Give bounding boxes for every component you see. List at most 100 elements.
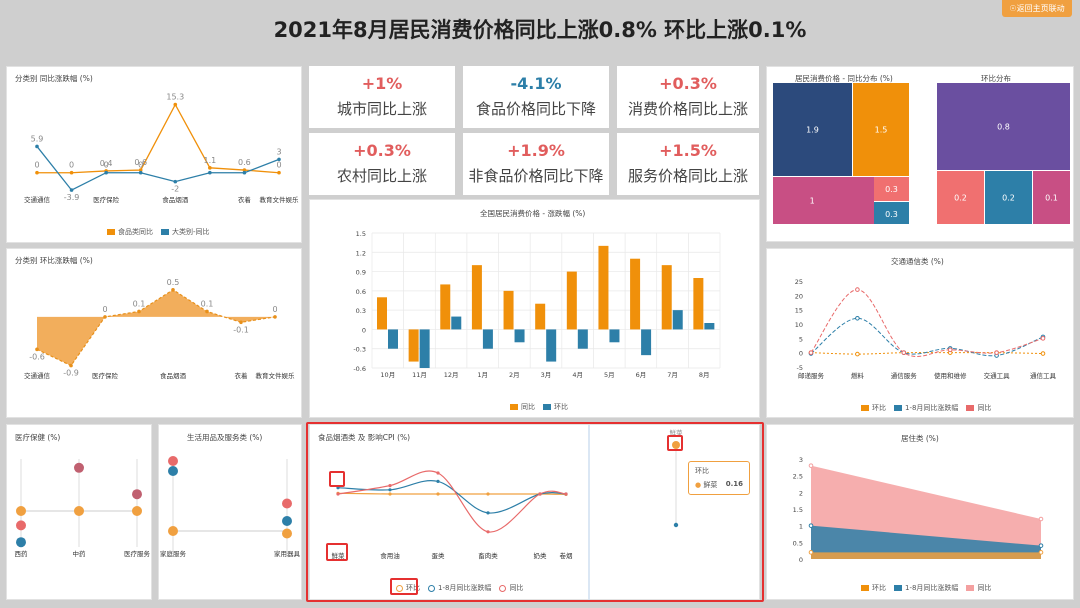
kpi-value: +1.5% (659, 141, 717, 160)
data-label: -2 (171, 185, 179, 194)
x-tick-label: 家庭服务 (160, 549, 187, 558)
y-tick-label: -0.3 (353, 346, 366, 354)
area-fill (811, 525, 1041, 559)
legend-item[interactable]: 环比 (861, 583, 886, 593)
page-title: 2021年8月居民消费价格同比上涨0.8% 环比上涨0.1% (273, 18, 807, 42)
data-point (486, 511, 490, 515)
treemap-cell (985, 171, 1032, 224)
data-point (947, 347, 953, 353)
legend-item[interactable]: 环比 (396, 583, 420, 593)
dot (16, 520, 26, 531)
series-line (36, 146, 280, 191)
series-line (337, 492, 567, 496)
data-point (388, 484, 392, 488)
treemap-label: 0.2 (1002, 194, 1015, 203)
x-tick-label: 食用油 (380, 551, 400, 560)
x-tick-label: 1月 (477, 371, 488, 379)
kpi-label: 消费价格同比上涨 (627, 100, 748, 118)
legend: 环比 1-8月同比涨跌幅 同比 (396, 583, 523, 593)
treemap-cell (874, 202, 909, 224)
x-tick-label: 通信服务 (891, 371, 918, 380)
legend-item[interactable]: 食品类同比 (107, 227, 153, 237)
kpi-label: 城市同比上涨 (336, 100, 427, 118)
kpi-card[interactable]: -4.1% 食品价格同比下降 (463, 66, 609, 128)
legend-item[interactable]: 环比 (861, 403, 886, 413)
data-label: 0.6 (238, 158, 251, 167)
legend-item[interactable]: 1-8月同比涨跌幅 (428, 583, 491, 593)
dot (168, 456, 178, 466)
dot (282, 498, 292, 509)
data-point (35, 170, 39, 175)
y-tick-label: 0.6 (356, 288, 366, 296)
data-point (173, 102, 178, 107)
kpi-card[interactable]: +1% 城市同比上涨 (309, 66, 455, 128)
data-point (436, 479, 440, 483)
y-tick-label: 1.5 (356, 230, 366, 238)
legend-item[interactable]: 1-8月同比涨跌幅 (894, 583, 958, 593)
mom-chart: -0.6 -0.9 0 0.1 0.5 0.1 -0.1 0 交通通信 医疗保险 食品烟酒 衣着 教育文… (24, 278, 295, 380)
data-point (486, 530, 490, 534)
y-tick-label: 1.5 (793, 506, 803, 514)
legend-item[interactable]: 同比 (966, 403, 991, 413)
x-tick-label: 燃料 (851, 371, 865, 380)
bar (661, 265, 672, 330)
legend-item[interactable]: 大类别-同比 (161, 227, 210, 237)
data-point (855, 351, 860, 357)
kpi-card[interactable]: +1.9% 非食品价格同比下降 (463, 133, 609, 195)
chart-tooltip: 环比 ● 鲜菜 0.16 (688, 461, 750, 495)
x-tick-label: 交通通信 (24, 195, 51, 204)
x-tick-label: 食品烟酒 (160, 371, 187, 380)
legend-item[interactable]: 环比 (543, 402, 568, 412)
y-tick-label: -5 (797, 364, 803, 372)
legend-item[interactable]: 同比 (510, 402, 535, 412)
legend-item[interactable]: 同比 (499, 583, 523, 593)
back-home-button[interactable]: ☉返回主页联动 (1002, 0, 1072, 17)
treemap-cell (1033, 171, 1070, 224)
bar (440, 284, 451, 330)
panel-title: 生活用品及服务类 (%) (187, 433, 263, 442)
panel-treemaps: 居民消费价格 - 同比分布 (%) 环比分布 1.9 1.5 1 0.3 0.3 0.8 0… (766, 66, 1074, 242)
kpi-card[interactable]: +1.5% 服务价格同比上涨 (617, 133, 759, 195)
legend: 同比 环比 (510, 402, 568, 412)
data-label: 0.4 (100, 159, 113, 168)
data-label: 0 (34, 161, 39, 170)
kpi-card[interactable]: +0.3% 农村同比上涨 (309, 133, 455, 195)
x-tick-label: 西药 (15, 549, 29, 558)
kpi-card[interactable]: +0.3% 消费价格同比上涨 (617, 66, 759, 128)
data-point (336, 492, 340, 496)
data-label: 0 (102, 305, 107, 314)
bar (672, 310, 683, 330)
dot (282, 528, 292, 539)
legend-item[interactable]: 1-8月同比涨跌幅 (894, 403, 958, 413)
bar (630, 258, 641, 330)
legend: 食品类同比 大类别-同比 (107, 227, 210, 237)
x-tick-label: 教育文件娱乐 (260, 195, 300, 204)
panel-household: 生活用品及服务类 (%) 家庭服务 家用器具 (158, 424, 302, 600)
treemap-label: 1.9 (806, 126, 819, 135)
legend-item[interactable]: 同比 (966, 583, 991, 593)
data-point (69, 170, 74, 175)
highlight-point (672, 441, 680, 449)
series-line (37, 103, 280, 174)
data-point (1040, 336, 1046, 341)
data-point (242, 170, 247, 175)
treemap-chart: 1.9 1.5 1 0.3 0.3 0.8 0.2 0.2 0.1 (773, 83, 1070, 224)
y-tick-label: 1 (799, 523, 803, 531)
data-label: 0 (104, 161, 109, 170)
panel-medical: 医疗保健 (%) 西药 中药 医疗服务 (6, 424, 152, 600)
data-label: -3.9 (64, 193, 80, 202)
data-point (242, 168, 247, 172)
data-label: 5.9 (31, 134, 44, 143)
x-tick-label: 畜肉类 (478, 551, 498, 560)
area-fill (37, 289, 275, 366)
dot (168, 526, 178, 536)
bar (609, 329, 620, 343)
y-tick-label: 2 (799, 489, 803, 497)
legend: 环比 1-8月同比涨跌幅 同比 (861, 583, 991, 593)
panel-title: 交通通信类 (%) (891, 257, 944, 266)
bar (377, 297, 387, 330)
data-point (388, 492, 392, 496)
data-point (208, 166, 212, 170)
x-tick-label: 蛋类 (432, 551, 446, 560)
